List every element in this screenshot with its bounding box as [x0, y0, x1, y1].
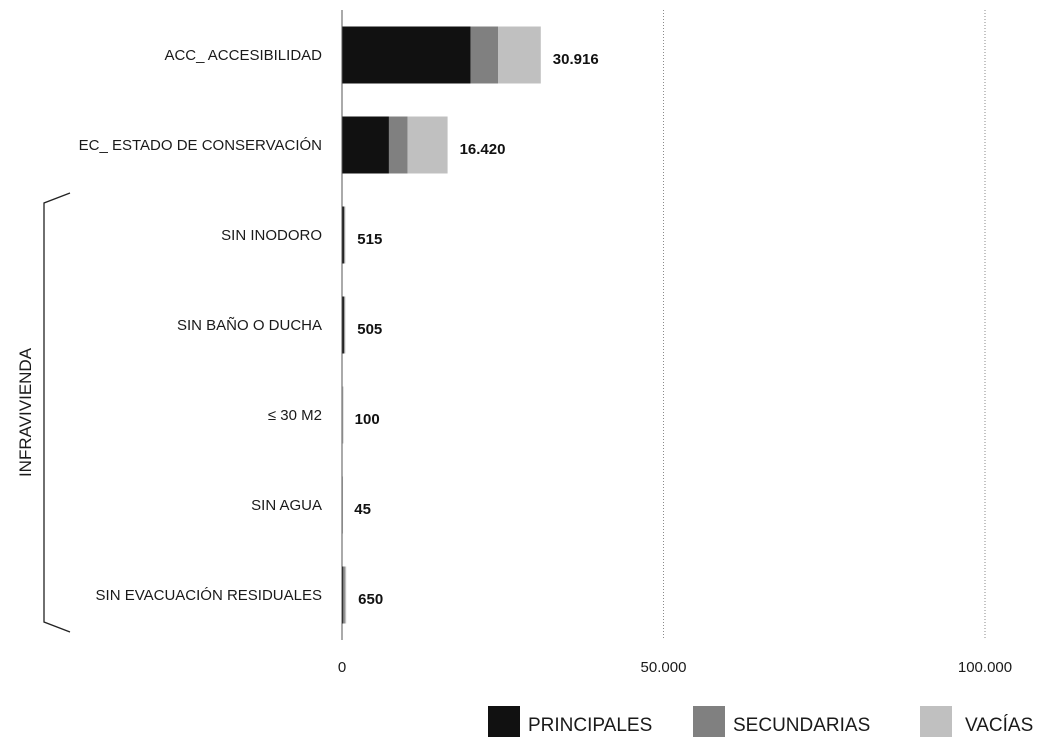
bar-segment-principales — [342, 116, 389, 174]
legend-swatch-secundarias — [693, 706, 725, 737]
bar-segment-secundarias — [388, 116, 408, 174]
category-label: SIN EVACUACIÓN RESIDUALES — [96, 587, 322, 604]
data-label: 505 — [357, 321, 382, 338]
data-label: 650 — [358, 591, 383, 608]
x-tick-label: 50.000 — [641, 659, 687, 676]
category-labels: ACC_ ACCESIBILIDAD EC_ ESTADO DE CONSERVA… — [79, 47, 323, 604]
x-tick-labels: 0 50.000 100.000 — [338, 659, 1012, 676]
data-label: 515 — [357, 231, 382, 248]
data-labels: 30.916 16.420 515 505 100 45 650 — [354, 51, 598, 608]
bar-segment-secundarias — [343, 206, 345, 264]
category-label: SIN BAÑO O DUCHA — [177, 317, 322, 334]
category-label: ≤ 30 M2 — [268, 407, 322, 424]
bar-segment-vacías — [407, 116, 448, 174]
legend-swatch-vacías — [920, 706, 952, 737]
x-tick-label: 100.000 — [958, 659, 1012, 676]
legend-swatch-principales — [488, 706, 520, 737]
bar-segment-vacías — [342, 476, 344, 534]
legend-label: PRINCIPALES — [528, 715, 652, 736]
bar-segment-principales — [342, 206, 344, 264]
bar-segment-principales — [342, 566, 344, 624]
data-label: 16.420 — [460, 141, 506, 158]
legend-label: SECUNDARIAS — [733, 715, 870, 736]
bars — [342, 26, 541, 624]
bar-segment-principales — [342, 296, 344, 354]
category-label: SIN AGUA — [251, 497, 322, 514]
category-label: EC_ ESTADO DE CONSERVACIÓN — [79, 137, 322, 154]
bar-segment-vacías — [342, 386, 344, 444]
bar-segment-vacías — [344, 296, 346, 354]
bar-segment-secundarias — [343, 566, 345, 624]
bar-segment-vacías — [344, 566, 347, 624]
data-label: 45 — [354, 501, 371, 518]
group-label: INFRAVIVIENDA — [16, 347, 35, 477]
data-label: 30.916 — [553, 51, 599, 68]
bar-segment-vacías — [344, 206, 346, 264]
x-tick-label: 0 — [338, 659, 346, 676]
bracket-line — [43, 192, 71, 633]
bar-segment-principales — [342, 26, 471, 84]
category-label: SIN INODORO — [221, 227, 322, 244]
bar-segment-secundarias — [470, 26, 499, 84]
category-label: ACC_ ACCESIBILIDAD — [164, 47, 322, 64]
group-bracket: INFRAVIVIENDA — [16, 192, 71, 633]
bar-segment-vacías — [498, 26, 541, 84]
legend-label: VACÍAS — [965, 715, 1033, 736]
bar-segment-secundarias — [343, 296, 345, 354]
data-label: 100 — [355, 411, 380, 428]
legend: PRINCIPALES SECUNDARIAS VACÍAS — [488, 706, 1033, 737]
gridlines — [663, 10, 986, 640]
